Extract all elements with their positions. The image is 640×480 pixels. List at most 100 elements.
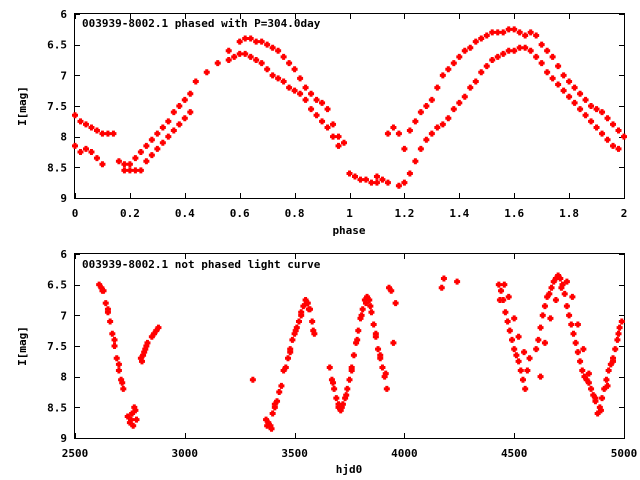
chart-unphased-data-point [143,343,150,349]
chart-phased-data-point [297,75,304,82]
chart-phased-data-point [170,127,177,134]
chart-phased-data-point [368,179,375,186]
chart-unphased-data-point [370,321,377,328]
chart-phased-data-point [187,109,194,116]
chart-phased-x-tick-label: 1.4 [449,207,469,220]
chart-unphased-data-point [383,385,390,392]
chart-unphased-data-point [368,309,375,316]
chart-unphased-data-point [558,284,565,291]
chart-phased-data-point [203,69,210,76]
chart-unphased-data-point [580,346,587,353]
chart-unphased-data-point [120,385,127,392]
chart-unphased-data-point [563,278,570,285]
chart-phased-data-point [401,145,408,152]
chart-unphased-data-point [547,315,554,322]
chart-unphased-data-point [438,284,445,291]
chart-unphased-data-point [588,385,595,392]
chart-unphased-data-point [285,355,292,362]
chart-unphased-data-point [129,410,136,417]
chart-unphased-y-tick-label: 8 [60,371,67,384]
chart-unphased-data-point [509,336,516,343]
chart-unphased-data-point [271,401,278,408]
chart-unphased-data-point [298,312,305,319]
chart-phased-data-point [538,60,545,67]
chart-unphased-data-point [610,358,617,365]
chart-unphased-data-point [268,425,275,432]
chart-unphased-data-point [515,358,522,365]
chart-phased-data-point [489,57,496,63]
chart-unphased-data-point [124,413,131,420]
chart-phased-data-point [450,60,457,67]
chart-phased-data-point [170,109,177,116]
chart-unphased-y-tick-label: 7 [60,309,67,322]
chart-phased-data-point [275,47,282,54]
chart-unphased-data-point [524,367,531,374]
chart-phased-data-point [500,29,507,36]
chart-phased-data-point [401,179,408,186]
chart-phased-data-point [176,103,183,109]
chart-unphased-data-point [107,318,114,325]
chart-unphased-data-point [592,395,599,402]
chart-phased-data-point [423,103,430,109]
chart-phased-data-point [511,47,518,54]
chart-phased-data-point [406,127,413,134]
chart-unphased-data-point [278,382,285,389]
chart-phased-data-point [599,130,606,137]
chart-phased-data-point [621,133,627,140]
chart-unphased-data-point [504,318,511,325]
chart-phased-data-point [494,29,501,36]
chart-phased-data-point [439,121,446,128]
chart-phased-data-point [126,167,133,174]
chart-unphased-data-point [557,275,564,282]
chart-unphased-data-point [604,382,611,389]
chart-phased-data-point [258,38,265,45]
chart-phased-data-point [247,53,254,60]
chart-phased-data-point [467,44,474,51]
chart-unphased-data-point [115,361,122,368]
chart-phased-data-point [395,130,402,137]
chart-phased-data-point [445,66,452,73]
chart-phased-data-point [577,90,584,97]
chart-phased-data-point [154,145,161,152]
chart-phased-data-point [500,50,507,57]
chart-unphased-data-point [548,284,555,291]
chart-unphased-data-point [289,336,296,343]
chart-phased-data-point [308,90,315,97]
chart-phased-data-point [291,66,298,73]
chart-phased-data-point [159,139,166,146]
chart-phased-data-point [571,84,578,91]
chart-unphased-data-point [561,290,568,297]
chart-phased-data-point [330,121,337,128]
chart-unphased-data-point [348,367,355,374]
chart-phased-data-point [384,130,391,137]
chart-phased-data-point [143,142,150,149]
chart-phased-data-point [253,57,260,63]
chart-unphased-ylabel: I[mag] [16,326,29,366]
chart-phased-ylabel: I[mag] [16,86,29,126]
chart-phased-data-point [286,60,293,67]
chart-unphased-data-point [541,303,548,310]
chart-phased-data-point [439,72,446,79]
chart-phased-y-tick-label: 9 [60,192,67,205]
chart-phased-data-point [434,124,441,131]
chart-phased-data-point [346,170,353,177]
chart-phased-x-tick-label: 0.2 [120,207,140,220]
chart-phased-y-tick-label: 8.5 [47,161,67,174]
chart-phased-data-point [275,75,282,82]
chart-unphased-data-point [130,422,137,429]
chart-unphased-data-point [603,376,610,383]
chart-unphased-x-tick-label: 3000 [172,447,199,460]
chart-phased-data-point [456,99,463,106]
chart-phased-data-point [582,112,589,119]
chart-unphased-data-point [292,327,299,334]
chart-unphased-data-point [335,401,342,408]
chart-unphased-data-point [249,376,256,383]
chart-phased-ticks: 0 0.2 0.4 0.6 0.8 1 1.2 1.4 1.6 1.8 2 6 6.5 7 7.5 8 8.5 9 [47,8,627,220]
chart-phased-data-point [77,118,84,125]
chart-phased-data-point [412,118,419,125]
chart-unphased-data-point [333,395,340,402]
chart-phased-x-tick-label: 1 [346,207,353,220]
chart-phased-data-point [319,118,326,125]
chart-unphased-data-point [388,287,395,294]
chart-unphased-points [96,272,625,432]
